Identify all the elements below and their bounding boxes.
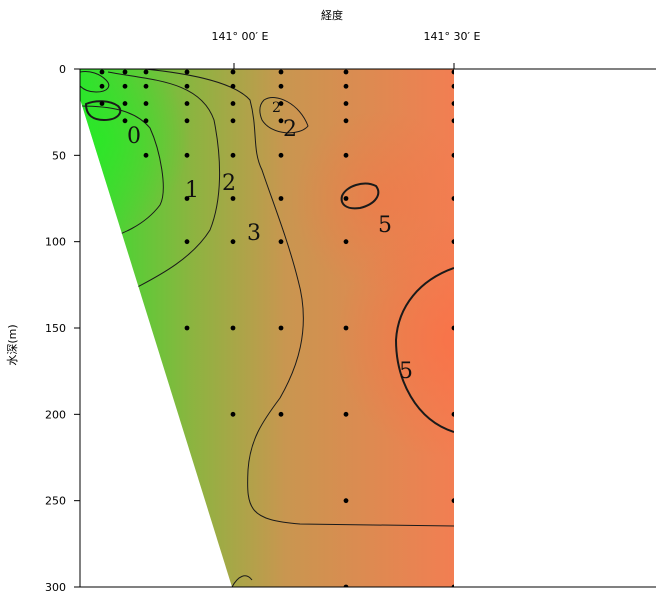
sample-point: [278, 101, 284, 106]
sample-point: [122, 118, 128, 124]
sample-point: [451, 498, 454, 504]
contour-label: 3: [247, 221, 261, 246]
contour-label: 2: [272, 100, 281, 116]
y-axis-label: 水深(m): [6, 324, 19, 365]
sample-point: [451, 69, 454, 75]
contour-line-1: [80, 105, 164, 241]
sample-point: [184, 101, 190, 106]
sample-point: [451, 239, 454, 245]
sample-point: [143, 69, 149, 75]
contour-line-3: [133, 69, 454, 527]
sample-point: [184, 239, 190, 245]
x-axis-label: 経度: [321, 8, 343, 22]
y-tick-label: 100: [45, 236, 66, 249]
contour-line-5b: [394, 267, 454, 433]
sample-point: [278, 239, 284, 245]
sample-point: [184, 118, 190, 124]
sample-point: [343, 498, 349, 504]
sample-point: [451, 101, 454, 106]
sample-point: [343, 411, 349, 417]
contour-label: 5: [378, 213, 392, 238]
sample-point: [230, 196, 236, 201]
sample-point: [184, 196, 190, 201]
sample-point: [230, 411, 236, 417]
sample-point: [122, 69, 128, 75]
sample-point: [143, 152, 149, 158]
sample-points: [99, 69, 454, 587]
x-tick-label: 141° 30′ E: [424, 30, 481, 43]
sample-point: [451, 411, 454, 417]
sample-point: [278, 118, 284, 124]
y-tick-label: 250: [45, 495, 66, 508]
sample-point: [184, 152, 190, 158]
sample-point: [451, 325, 454, 331]
sample-point: [230, 239, 236, 245]
contour-line-2: [107, 71, 221, 291]
x-tick-label: 141° 00′ E: [212, 30, 269, 43]
sample-point: [451, 584, 454, 587]
sample-point: [230, 69, 236, 75]
sample-point: [143, 101, 149, 106]
contour-label: 2: [222, 171, 236, 196]
y-tick-label: 50: [52, 149, 66, 162]
contour-label: 1: [185, 178, 199, 203]
sample-point: [278, 325, 284, 331]
contour-labels: 0 1 2 2 2 3 5 5: [127, 100, 413, 384]
sample-point: [122, 101, 128, 106]
sample-point: [451, 83, 454, 89]
sample-point: [278, 196, 284, 201]
y-tick-label: 0: [59, 63, 66, 76]
y-tick-label: 150: [45, 322, 66, 335]
sample-point: [184, 83, 190, 89]
contour-line-0: [80, 71, 110, 93]
sample-point: [451, 118, 454, 124]
contour-label: 0: [127, 124, 141, 149]
sample-point: [278, 69, 284, 75]
y-axis: 0 50 100 150 200 250 300: [45, 63, 80, 594]
contour-lines: [80, 69, 454, 587]
sample-point: [99, 83, 105, 89]
sample-point: [343, 101, 349, 106]
sample-point: [99, 101, 105, 106]
sample-point: [184, 69, 190, 75]
contour-line-3-lower: [231, 575, 253, 587]
sample-point: [343, 152, 349, 158]
sample-point: [343, 325, 349, 331]
sample-point: [451, 196, 454, 201]
sample-point: [451, 152, 454, 158]
sample-point: [143, 83, 149, 89]
sample-point: [99, 69, 105, 75]
contour-line-2b: [259, 97, 309, 134]
sample-point: [343, 69, 349, 75]
contour-line-5a: [340, 182, 380, 210]
sample-point: [278, 411, 284, 417]
y-tick-label: 300: [45, 581, 66, 594]
y-tick-label: 200: [45, 408, 66, 421]
sample-point: [122, 83, 128, 89]
sample-point: [343, 196, 349, 201]
sample-point: [278, 83, 284, 89]
sample-point: [230, 152, 236, 158]
sample-point: [343, 83, 349, 89]
sample-point: [143, 118, 149, 124]
sample-point: [230, 325, 236, 331]
sample-point: [343, 239, 349, 245]
top-axis-ticks: [233, 63, 455, 69]
contour-label: 5: [399, 359, 413, 384]
sample-point: [230, 118, 236, 124]
contour-label: 2: [283, 117, 297, 142]
sample-point: [230, 83, 236, 89]
sample-point: [278, 152, 284, 158]
sample-point: [343, 118, 349, 124]
sample-point: [184, 325, 190, 331]
sample-point: [230, 101, 236, 106]
